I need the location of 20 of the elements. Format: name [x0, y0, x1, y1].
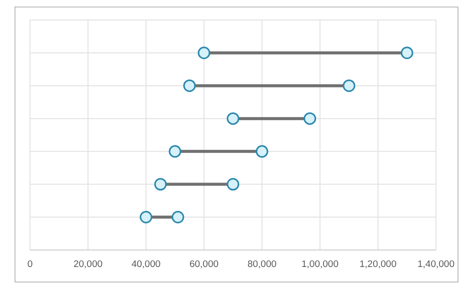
point	[342, 79, 356, 92]
point	[256, 145, 268, 158]
point	[140, 210, 152, 224]
x-tick-label: 0	[27, 259, 33, 270]
x-tick-label: 20,000	[73, 259, 103, 270]
x-tick-label: 1,20,000	[360, 259, 396, 270]
point	[226, 178, 240, 191]
point	[183, 79, 196, 92]
point	[172, 210, 184, 224]
point	[400, 46, 414, 60]
point	[154, 178, 167, 191]
x-tick-label: 1,00,000	[302, 259, 338, 270]
x-tick-label: 60,000	[189, 259, 219, 270]
point	[226, 112, 240, 125]
point	[168, 145, 182, 158]
point	[198, 46, 210, 60]
x-tick-label: 80,000	[247, 259, 277, 270]
x-tick-label: 40,000	[131, 259, 161, 270]
point	[304, 112, 316, 125]
x-tick-label: 1,40,000	[418, 259, 454, 270]
